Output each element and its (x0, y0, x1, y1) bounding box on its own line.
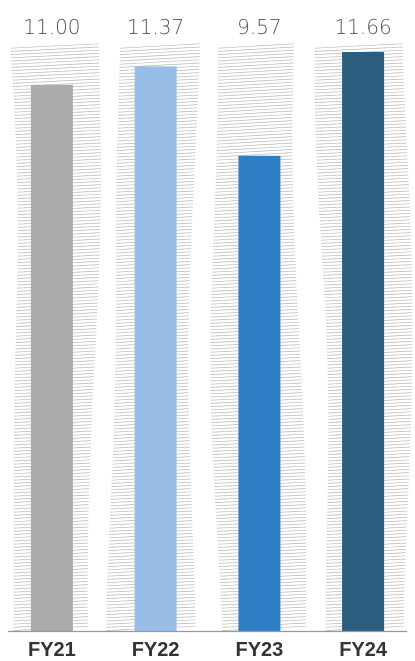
hatch-stroke (119, 49, 200, 55)
hatch-stroke (217, 117, 293, 123)
hatch-stroke (120, 43, 201, 49)
hatch-stroke (10, 49, 99, 55)
hatch-stroke (217, 91, 293, 97)
hatch-stroke (216, 139, 293, 145)
hatch-stroke (12, 81, 100, 87)
hatch-stroke (217, 88, 293, 94)
hatch-stroke (218, 46, 294, 52)
hatch-stroke (217, 65, 294, 71)
hatch-stroke (217, 113, 293, 119)
hatch-stroke (217, 126, 293, 132)
value-labels-layer: 11.00 11.37 9.57 11.66 (23, 15, 391, 39)
hatch-stroke (12, 72, 100, 78)
bar-fy24 (342, 52, 385, 631)
hatch-stroke (217, 72, 294, 78)
hatch-stroke (216, 136, 293, 142)
hatch-stroke (218, 43, 294, 49)
hatch-stroke (10, 46, 99, 52)
hatch-stroke (217, 107, 293, 113)
hatch-stroke (216, 142, 293, 148)
hatch-stroke (217, 94, 293, 100)
hatch-stroke (217, 129, 293, 135)
hatch-stroke (217, 101, 293, 107)
hatch-stroke (119, 46, 201, 52)
hatch-stroke (119, 62, 200, 68)
value-label-fy24: 11.66 (334, 15, 391, 39)
hatch-stroke (11, 59, 100, 65)
hatch-stroke (119, 56, 200, 62)
hatch-stroke (314, 46, 403, 52)
hatch-stroke (10, 43, 99, 49)
hatch-stroke (216, 145, 293, 151)
hatch-stroke (119, 53, 200, 59)
hatch-stroke (217, 62, 294, 68)
hatch-stroke (314, 43, 403, 49)
hatch-stroke (119, 59, 200, 65)
bar-fy23 (238, 155, 281, 632)
category-labels-layer: FY21 FY22 FY23 FY24 (28, 639, 388, 661)
category-label-fy21: FY21 (28, 639, 76, 661)
bar-fy21 (30, 84, 73, 632)
hatch-stroke (11, 56, 99, 62)
hatch-stroke (217, 110, 293, 116)
category-label-fy24: FY24 (339, 639, 388, 661)
hatch-stroke (217, 69, 294, 75)
hatch-stroke (218, 49, 294, 55)
hatch-stroke (217, 56, 294, 62)
category-label-fy23: FY23 (235, 639, 283, 661)
hatch-stroke (216, 133, 293, 139)
hatch-stroke (217, 81, 294, 87)
value-label-fy22: 11.37 (127, 15, 184, 39)
hatch-stroke (217, 97, 293, 103)
hatch-stroke (217, 123, 293, 129)
hatch-stroke (11, 65, 100, 71)
hatch-stroke (217, 78, 294, 84)
hatch-stroke (12, 75, 100, 81)
hatch-stroke (11, 53, 99, 59)
hatch-stroke (217, 104, 293, 110)
hatch-stroke (216, 152, 293, 158)
hatch-stroke (216, 149, 293, 155)
hatch-stroke (217, 75, 294, 81)
bar-fy22 (134, 66, 177, 631)
hatch-stroke (12, 78, 100, 84)
category-label-fy22: FY22 (132, 639, 180, 661)
hatch-stroke (218, 53, 294, 59)
hatch-stroke (217, 59, 294, 65)
hatch-stroke (11, 62, 100, 68)
value-label-fy21: 11.00 (23, 15, 80, 39)
hatch-stroke (217, 85, 294, 91)
hatch-stroke (12, 69, 100, 75)
value-label-fy23: 9.57 (237, 15, 282, 39)
bars-layer (30, 52, 385, 632)
hatch-stroke (217, 120, 293, 126)
